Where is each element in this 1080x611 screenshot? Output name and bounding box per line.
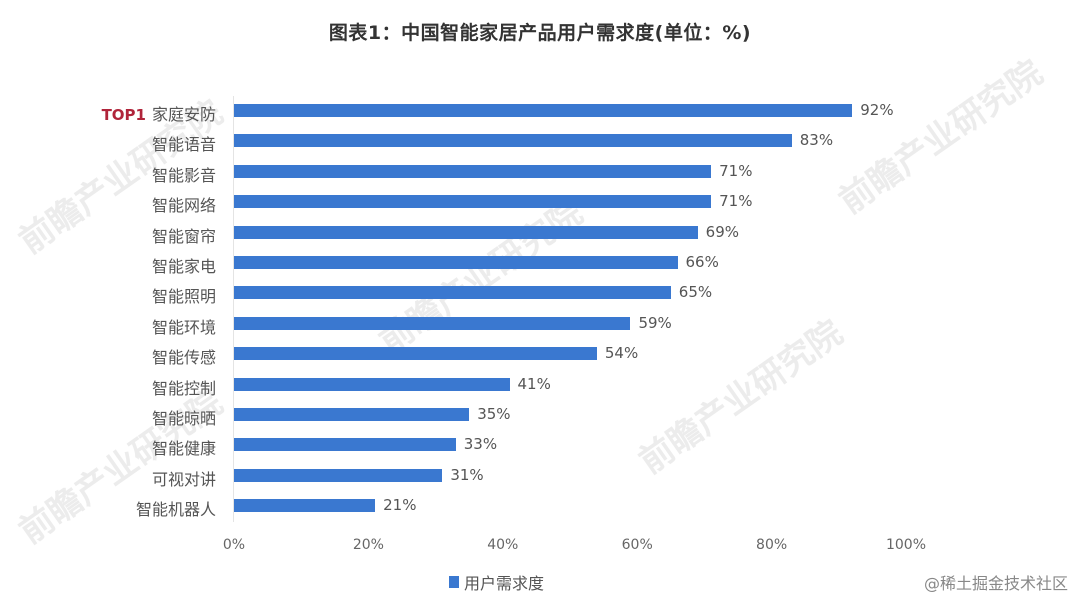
value-label: 69%	[705, 222, 740, 241]
bar-row: 智能家电 66%	[0, 248, 1080, 278]
bar-row: 智能环境 59%	[0, 309, 1080, 339]
source-credit: @稀土掘金技术社区	[923, 574, 1068, 593]
category-label: 智能照明	[152, 283, 216, 307]
value-label: 54%	[604, 344, 639, 363]
bar	[234, 195, 712, 209]
value-label: 21%	[383, 496, 417, 515]
value-label: 33%	[463, 435, 498, 454]
category-text: 智能环境	[151, 317, 216, 337]
category-label: 智能网络	[152, 192, 216, 216]
value-label: 35%	[477, 405, 511, 423]
bar	[234, 316, 631, 330]
x-tick-label: 40%	[487, 537, 519, 553]
category-label: 智能语音	[152, 131, 216, 155]
category-label: 可视对讲	[152, 466, 216, 490]
category-label: 智能环境	[152, 314, 216, 338]
value-label: 65%	[678, 283, 713, 302]
x-tick-label: 60%	[621, 537, 653, 553]
category-text: 智能机器人	[135, 500, 216, 520]
category-text: 智能晾晒	[151, 409, 216, 428]
category-label: 智能影音	[152, 162, 216, 186]
bar	[234, 134, 792, 148]
bar-row: 智能控制 41%	[0, 370, 1080, 400]
bar	[234, 499, 376, 513]
value-label: 83%	[799, 131, 834, 150]
category-label: 智能健康	[152, 435, 216, 459]
value-label: 41%	[517, 374, 551, 393]
bar-row: 智能语音 83%	[0, 126, 1080, 156]
value-label: 31%	[450, 465, 484, 484]
bar	[234, 468, 443, 482]
category-label: 智能机器人	[136, 496, 216, 520]
x-tick-label: 80%	[756, 537, 788, 553]
bar	[234, 164, 712, 178]
bar	[234, 408, 470, 421]
category-text: 智能控制	[151, 378, 216, 398]
x-tick-label: 100%	[885, 537, 927, 553]
legend-swatch	[449, 576, 459, 588]
bar-row: 智能窗帘 69%	[0, 218, 1080, 248]
bar	[234, 438, 456, 452]
category-label: 智能控制	[152, 375, 216, 399]
legend: 用户需求度	[449, 570, 544, 594]
chart-title: 图表1：中国智能家居产品用户需求度(单位：%)	[328, 22, 752, 44]
category-text: 智能影音	[151, 165, 216, 185]
value-label: 71%	[719, 161, 753, 180]
bar	[234, 377, 510, 391]
category-label: 智能晾晒	[152, 405, 216, 429]
top-rank-tag: TOP1	[101, 106, 146, 124]
category-text: 家庭安防	[151, 105, 216, 124]
category-label: 智能传感	[152, 344, 216, 368]
bar	[234, 256, 678, 269]
value-label: 71%	[719, 192, 753, 211]
category-text: 智能窗帘	[151, 226, 216, 246]
category-text: 智能语音	[151, 135, 216, 155]
bar-row: 可视对讲 31%	[0, 461, 1080, 491]
bar	[234, 286, 671, 300]
bar-row: 智能传感 54%	[0, 339, 1080, 369]
value-label: 66%	[685, 253, 719, 271]
category-label: 智能窗帘	[152, 223, 216, 247]
value-label: 92%	[860, 101, 894, 119]
category-text: 智能健康	[151, 439, 216, 459]
bar-row: 智能网络 71%	[0, 187, 1080, 217]
bar	[234, 347, 597, 361]
category-label: 智能家电	[152, 253, 216, 277]
legend-label: 用户需求度	[464, 574, 545, 593]
x-tick-label: 20%	[352, 537, 384, 553]
category-text: 智能家电	[151, 257, 216, 276]
bar-row: 智能照明 65%	[0, 278, 1080, 308]
category-text: 智能照明	[151, 287, 216, 307]
value-label: 59%	[638, 313, 672, 332]
bar-row: 智能健康 33%	[0, 430, 1080, 460]
bar-row: 智能晾晒 35%	[0, 400, 1080, 430]
category-text: 智能传感	[151, 348, 216, 368]
category-text: 智能网络	[151, 196, 216, 216]
bar-row: TOP1 家庭安防 92%	[0, 96, 1080, 126]
bar	[234, 104, 853, 117]
bar-row: 智能影音 71%	[0, 157, 1080, 187]
x-tick-label: 0%	[222, 537, 246, 553]
y-axis-line	[233, 96, 234, 522]
bar	[234, 225, 698, 239]
category-text: 可视对讲	[151, 469, 216, 489]
category-label: TOP1 家庭安防	[102, 101, 216, 125]
bar-row: 智能机器人 21%	[0, 491, 1080, 521]
